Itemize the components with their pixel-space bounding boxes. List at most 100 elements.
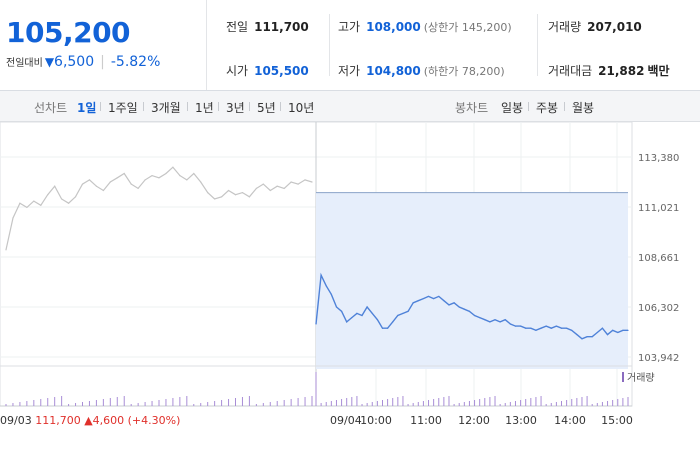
data-point-today bbox=[601, 327, 604, 329]
data-point-prev-day bbox=[255, 187, 257, 189]
data-point-today bbox=[438, 295, 440, 298]
data-point-today bbox=[402, 312, 404, 314]
data-point-today bbox=[320, 274, 322, 276]
high-price: 고가 108,000 (상한가 145,200) bbox=[338, 18, 512, 35]
series-prev-day-line bbox=[5, 166, 313, 250]
data-point-prev-day bbox=[220, 196, 223, 198]
data-point-today bbox=[381, 327, 384, 329]
footer-close: 111,700 bbox=[35, 414, 84, 427]
tab-separator bbox=[143, 102, 144, 111]
data-point-prev-day bbox=[179, 175, 181, 177]
tab-separator bbox=[218, 102, 219, 111]
volume: 거래량 207,010 bbox=[548, 18, 642, 35]
data-point-today bbox=[443, 300, 445, 302]
data-point-today bbox=[407, 310, 409, 312]
data-point-prev-day bbox=[54, 185, 56, 187]
data-point-today bbox=[540, 327, 542, 329]
tab-3y[interactable]: 3년 bbox=[226, 101, 245, 115]
data-point-today bbox=[550, 327, 552, 329]
data-point-prev-day bbox=[102, 189, 104, 192]
amount-unit: 백만 bbox=[647, 64, 670, 78]
data-point-prev-day bbox=[186, 179, 188, 181]
data-point-today bbox=[596, 331, 598, 334]
data-point-today bbox=[427, 295, 430, 298]
data-point-today bbox=[371, 312, 373, 314]
data-point-today bbox=[335, 306, 338, 308]
data-point-prev-day bbox=[165, 172, 167, 175]
change-value: 6,500 bbox=[54, 54, 95, 70]
prev-close: 전일 111,700 bbox=[226, 18, 309, 35]
tab-separator bbox=[564, 102, 565, 111]
legend-swatch bbox=[622, 372, 624, 382]
data-point-today bbox=[489, 321, 491, 323]
tab-1w[interactable]: 1주일 bbox=[108, 101, 138, 115]
prev-close-value: 111,700 bbox=[254, 20, 309, 34]
tab-separator bbox=[249, 102, 250, 111]
tab-5y[interactable]: 5년 bbox=[257, 101, 276, 115]
data-point-today bbox=[361, 314, 363, 317]
data-point-today bbox=[622, 329, 624, 331]
data-point-prev-day bbox=[262, 183, 264, 185]
tab-monthly-candle[interactable]: 월봉 bbox=[572, 101, 595, 115]
data-point-today bbox=[617, 331, 619, 334]
tab-1d[interactable]: 1일 bbox=[77, 101, 97, 115]
data-point-today bbox=[509, 323, 511, 325]
prev-day-footer: 09/03 111,700 ▲4,600 (+4.30%) bbox=[0, 414, 180, 427]
data-point-prev-day bbox=[214, 198, 216, 200]
amount-value: 21,882 bbox=[598, 64, 645, 78]
data-point-prev-day bbox=[12, 217, 14, 219]
volume-value: 207,010 bbox=[587, 20, 642, 34]
data-point-today bbox=[473, 314, 476, 317]
data-point-prev-day bbox=[290, 181, 292, 183]
data-point-today bbox=[453, 302, 455, 304]
data-point-today bbox=[387, 327, 389, 329]
change-pct: -5.82% bbox=[110, 54, 161, 70]
data-point-prev-day bbox=[137, 187, 139, 189]
data-point-prev-day bbox=[123, 172, 125, 175]
data-point-prev-day bbox=[248, 196, 251, 198]
tab-10y[interactable]: 10년 bbox=[288, 101, 315, 115]
data-point-today bbox=[504, 319, 506, 321]
data-point-prev-day bbox=[172, 166, 174, 168]
data-point-today bbox=[315, 323, 317, 325]
data-point-today bbox=[555, 325, 557, 327]
price-chart[interactable]: 113,380 111,021 108,661 106,302 103,942 거래량 09… bbox=[0, 122, 700, 450]
high-note: (상한가 145,200) bbox=[423, 21, 512, 34]
low-value: 104,800 bbox=[366, 64, 421, 78]
data-point-today bbox=[330, 293, 332, 295]
data-point-today bbox=[566, 327, 568, 329]
data-point-today bbox=[591, 336, 593, 338]
down-triangle-icon: ▼ bbox=[44, 55, 55, 69]
data-point-today bbox=[422, 297, 425, 300]
data-point-today bbox=[366, 306, 368, 308]
data-point-prev-day bbox=[297, 183, 299, 185]
data-point-prev-day bbox=[5, 249, 7, 251]
tab-separator bbox=[528, 102, 529, 111]
low-price: 저가 104,800 (하한가 78,200) bbox=[338, 62, 505, 79]
footer-change: ▲4,600 bbox=[84, 414, 127, 427]
data-point-today bbox=[571, 329, 573, 331]
x-tick-label: 10:00 bbox=[360, 414, 392, 427]
tab-weekly-candle[interactable]: 주봉 bbox=[536, 101, 559, 115]
open-value: 105,500 bbox=[254, 64, 309, 78]
high-label: 고가 bbox=[338, 20, 361, 34]
data-point-today bbox=[627, 329, 629, 331]
candle-chart-label: 봉차트 bbox=[455, 101, 489, 115]
tab-1y[interactable]: 1년 bbox=[195, 101, 214, 115]
data-point-today bbox=[479, 317, 481, 319]
tab-daily-candle[interactable]: 일봉 bbox=[501, 101, 524, 115]
data-point-today bbox=[376, 319, 378, 321]
data-point-prev-day bbox=[109, 181, 111, 183]
data-point-today bbox=[576, 333, 578, 336]
tab-3m[interactable]: 3개월 bbox=[151, 101, 181, 115]
data-point-prev-day bbox=[33, 200, 35, 202]
trade-amount: 거래대금 21,882 백만 bbox=[548, 62, 670, 79]
x-tick-label: 15:00 bbox=[601, 414, 633, 427]
data-point-today bbox=[530, 327, 532, 329]
data-point-prev-day bbox=[276, 185, 278, 187]
data-point-today bbox=[606, 333, 609, 336]
data-point-prev-day bbox=[81, 183, 84, 185]
tab-separator bbox=[280, 102, 281, 111]
data-point-today bbox=[351, 317, 353, 319]
x-tick-label: 12:00 bbox=[458, 414, 490, 427]
